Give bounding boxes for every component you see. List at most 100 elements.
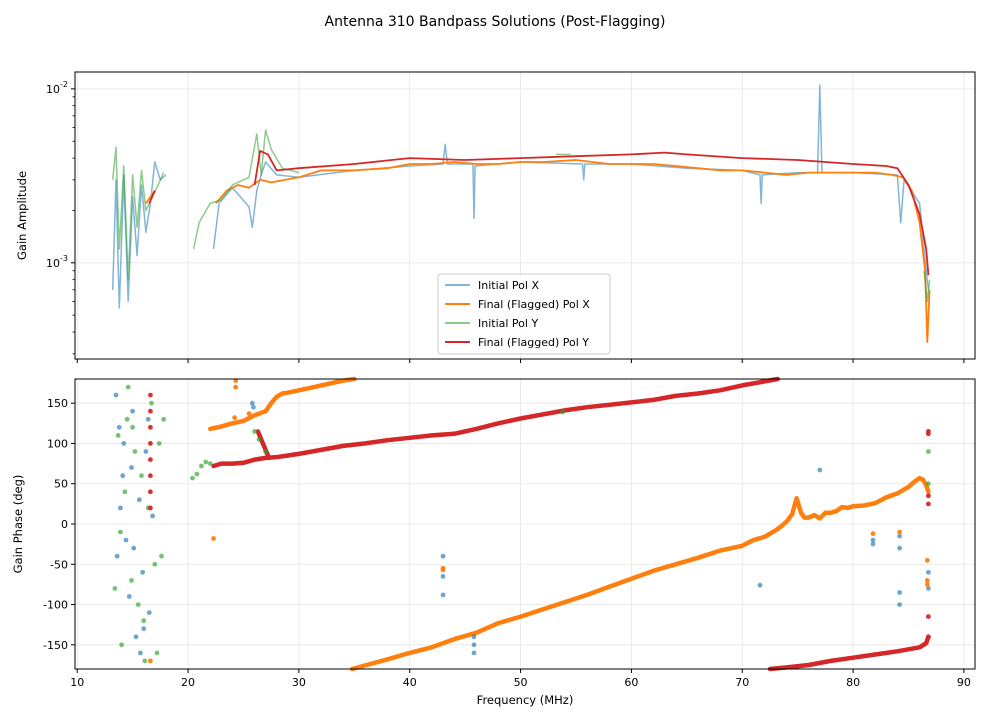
phase-point-initial-x [926, 586, 931, 591]
phase-point-final-x [211, 536, 216, 541]
phase-track-final-y [255, 429, 272, 461]
phase-xtick-label: 60 [624, 676, 638, 689]
phase-track-final-y [767, 634, 931, 672]
phase-point-initial-x [471, 650, 477, 656]
phase-point-final-y [148, 392, 153, 398]
amplitude-ylabel: Gain Amplitude [15, 171, 29, 260]
phase-point-initial-y [926, 481, 931, 487]
phase-point-initial-x [145, 416, 151, 422]
phase-point-initial-y [263, 449, 268, 454]
phase-point-final-y [926, 501, 931, 507]
phase-point-initial-y [190, 475, 195, 481]
phase-grid [75, 379, 975, 669]
phase-point-initial-y [926, 449, 931, 454]
phase-point-initial-y [560, 409, 566, 415]
phase-xtick-label: 80 [846, 676, 860, 689]
phase-point-initial-x [136, 497, 142, 503]
phase-point-initial-x [897, 590, 902, 595]
phase-point-initial-x [440, 574, 446, 579]
phase-ytick-label: 100 [47, 437, 68, 450]
amp-line-initial-y [923, 270, 931, 303]
phase-point-initial-x [138, 650, 143, 656]
phase-point-final-y [148, 505, 153, 511]
phase-point-initial-y [141, 618, 147, 624]
phase-point-initial-y [161, 416, 167, 422]
xlabel: Frequency (MHz) [477, 693, 574, 707]
phase-point-final-x [870, 531, 876, 537]
phase-point-initial-x [897, 602, 902, 607]
amp-line-initial-x [212, 84, 930, 290]
phase-point-final-x [148, 658, 153, 664]
amp-line-final-y [148, 190, 156, 204]
phase-point-initial-y [132, 449, 138, 454]
phase-point-initial-y [142, 658, 148, 664]
phase-point-initial-y [122, 489, 128, 495]
phase-ytick-label: 150 [47, 397, 68, 410]
amplitude-lines [111, 84, 931, 344]
phase-point-initial-x [114, 553, 120, 559]
phase-ticks: 10 20 30 40 50 60 70 80 90 -150 -100 -50 0 50 100 150 [43, 397, 971, 689]
amp-line-initial-x [111, 161, 167, 309]
chart-title: Antenna 310 Bandpass Solutions (Post-Fla… [325, 14, 666, 30]
phase-point-final-y [926, 614, 931, 619]
phase-point-initial-y [135, 602, 141, 607]
phase-point-initial-x [471, 634, 477, 640]
phase-point-initial-y [124, 416, 130, 422]
phase-point-initial-x [123, 537, 129, 543]
phase-point-final-y [148, 441, 153, 446]
phase-point-initial-x [113, 392, 119, 398]
legend-label-final-x: Final (Flagged) Pol X [478, 298, 590, 311]
phase-point-initial-x [150, 513, 156, 519]
phase-point-initial-y [156, 441, 162, 446]
phase-point-final-x [233, 384, 239, 390]
phase-point-final-x [924, 578, 930, 583]
phase-point-initial-x [870, 537, 876, 543]
phase-point-final-x [924, 582, 930, 587]
phase-point-initial-x [121, 441, 127, 446]
phase-xtick-label: 20 [181, 676, 195, 689]
amplitude-grid [75, 72, 975, 359]
phase-point-initial-x [249, 400, 255, 406]
phase-point-initial-x [870, 541, 876, 547]
phase-point-initial-x [471, 642, 477, 648]
phase-point-initial-x [146, 610, 152, 615]
phase-point-final-y [148, 457, 153, 462]
amplitude-axes-frame [74, 71, 976, 360]
legend-label-initial-x: Initial Pol X [478, 279, 539, 292]
phase-point-initial-x [140, 569, 146, 575]
amp-line-final-y [253, 149, 930, 276]
phase-xtick-label: 10 [70, 676, 84, 689]
phase-point-initial-x [120, 473, 126, 479]
phase-ytick-label: -100 [43, 599, 68, 612]
phase-point-initial-y [252, 429, 257, 434]
phase-xtick-label: 40 [403, 676, 417, 689]
phase-point-initial-y [115, 433, 121, 438]
phase-point-initial-x [130, 408, 136, 414]
phase-point-initial-y [125, 384, 131, 390]
phase-point-initial-y [256, 437, 262, 442]
phase-point-initial-x [129, 465, 134, 470]
phase-point-initial-y [149, 400, 154, 406]
phase-point-initial-x [131, 545, 137, 551]
phase-xtick-label: 50 [514, 676, 528, 689]
phase-point-final-y [926, 493, 931, 499]
phase-point-initial-x [118, 505, 123, 511]
phase-point-initial-x [141, 626, 147, 632]
phase-point-initial-y [152, 561, 158, 567]
phase-point-final-y [926, 429, 931, 434]
amplitude-ticks: 10-3 10-2 [46, 80, 965, 363]
phase-point-initial-x [757, 582, 763, 588]
phase-point-initial-y [194, 471, 200, 477]
phase-point-initial-y [199, 463, 204, 469]
phase-xtick-label: 30 [292, 676, 306, 689]
phase-track-final-y [211, 376, 780, 469]
phase-point-final-y [148, 408, 153, 414]
phase-point-final-x [440, 565, 446, 571]
phase-point-final-y [148, 424, 153, 430]
phase-ytick-label: 50 [54, 478, 68, 491]
legend-label-initial-y: Initial Pol Y [478, 317, 538, 330]
phase-point-initial-x [817, 467, 823, 473]
phase-xtick-label: 70 [735, 676, 749, 689]
phase-point-final-y [148, 489, 153, 495]
